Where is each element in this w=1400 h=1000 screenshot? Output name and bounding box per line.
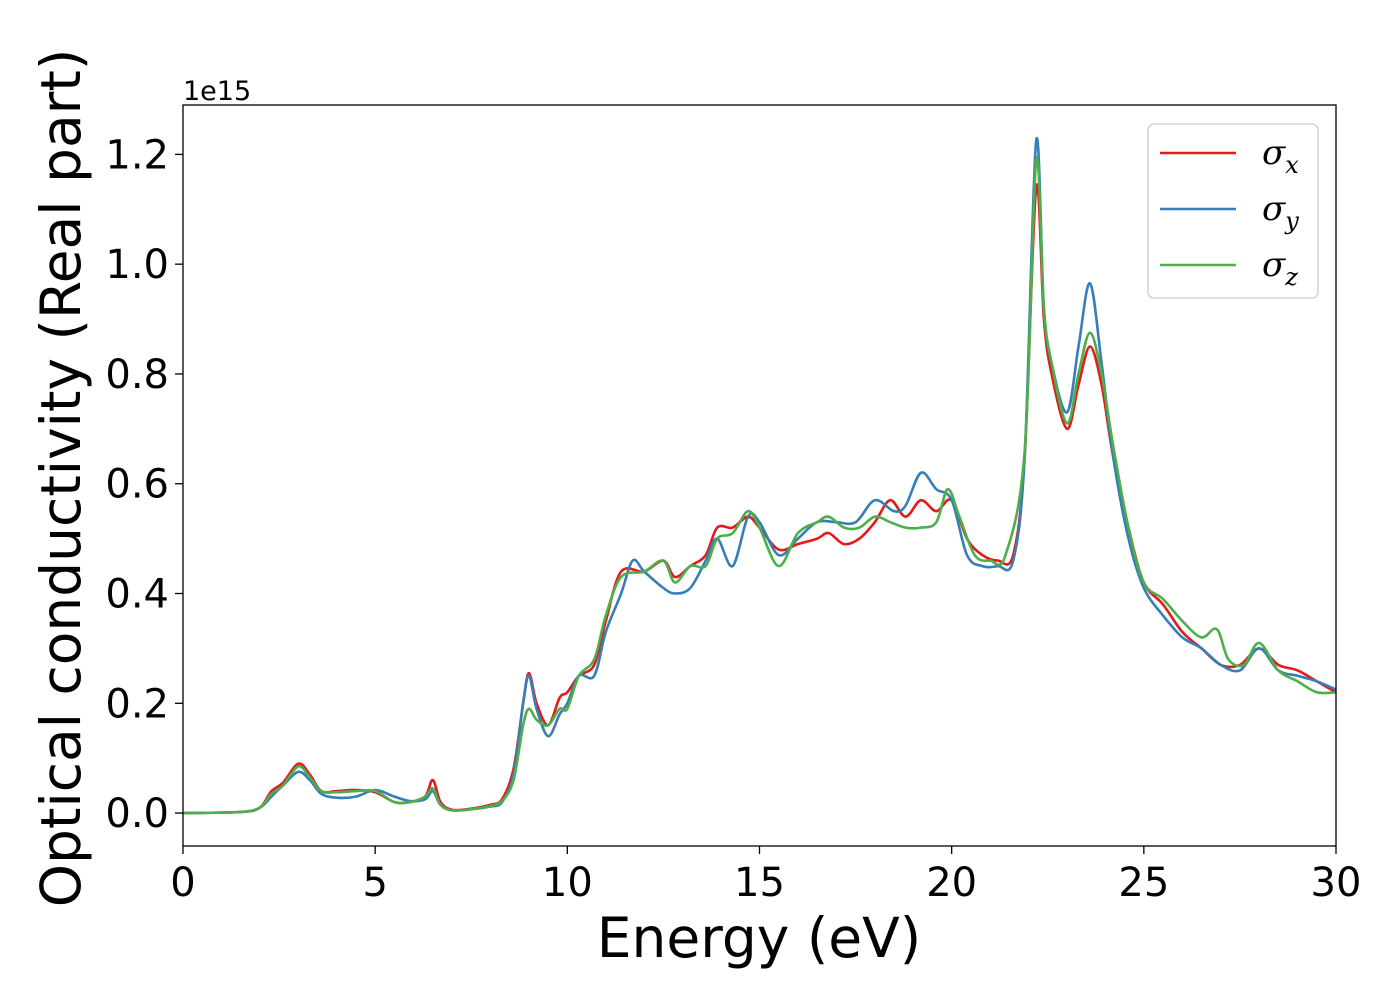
y-tick-label: 0.0 xyxy=(105,791,169,837)
x-tick-label: 15 xyxy=(734,860,785,906)
axes: 0 5 10 15 20 25 30 0.0 0.2 0.4 0.6 0.8 1.0 1.2 xyxy=(105,104,1362,906)
x-tick-label: 0 xyxy=(170,860,195,906)
x-tick-label: 30 xyxy=(1311,860,1362,906)
x-tick-label: 20 xyxy=(926,860,977,906)
legend: σx σy σz xyxy=(1147,123,1319,299)
y-tick-label: 1.2 xyxy=(105,132,169,178)
x-tick-label: 25 xyxy=(1118,860,1169,906)
y-tick-label: 0.8 xyxy=(105,352,169,398)
x-axis-title: Energy (eV) xyxy=(597,906,921,970)
y-tick-label: 0.4 xyxy=(105,572,169,618)
y-tick-label: 1.0 xyxy=(105,242,169,288)
legend-box xyxy=(1147,123,1319,299)
y-tick-label: 0.2 xyxy=(105,681,169,727)
plot-area xyxy=(183,136,1336,815)
series-line-z xyxy=(183,155,1336,815)
y-offset-label: 1e15 xyxy=(183,76,251,107)
legend-label-x: σx xyxy=(1262,133,1299,179)
y-tick-label: 0.6 xyxy=(105,462,169,508)
series-lines xyxy=(183,136,1336,815)
x-tick-label: 10 xyxy=(542,860,593,906)
y-axis-title: Optical conductivity (Real part) xyxy=(29,49,93,908)
x-tick-label: 5 xyxy=(362,860,387,906)
legend-label-z: σz xyxy=(1262,245,1298,291)
legend-label-y: σy xyxy=(1262,189,1299,235)
